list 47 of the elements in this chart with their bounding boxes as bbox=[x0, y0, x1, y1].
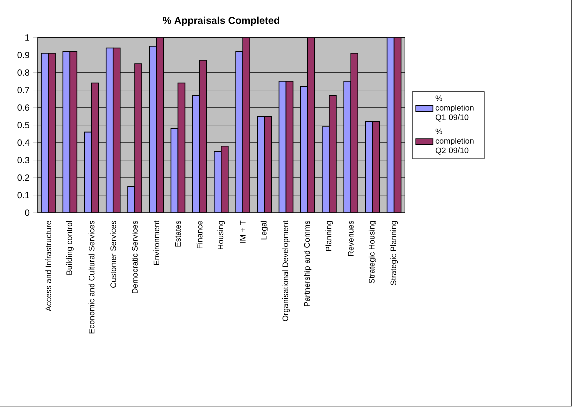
x-tick-label: Revenues bbox=[348, 221, 354, 256]
y-tick-label: 0.2 bbox=[18, 174, 30, 182]
bar bbox=[278, 81, 287, 214]
x-tick-label: Building control bbox=[66, 221, 74, 275]
x-tick-label: Democratic Services bbox=[132, 221, 138, 294]
x-tick-label: Customer Services bbox=[110, 221, 116, 288]
x-tick-label: Partnership and Comms bbox=[304, 221, 312, 307]
x-tick-label: Organisational Development bbox=[282, 220, 290, 322]
bar bbox=[91, 82, 100, 214]
x-tick-label: Environment bbox=[154, 220, 160, 266]
bar bbox=[178, 82, 186, 214]
x-tick-label: Finance bbox=[196, 221, 203, 249]
x-tick-label: Strategic Housing bbox=[368, 221, 376, 284]
bar bbox=[170, 128, 179, 214]
x-tick-label: Planning bbox=[326, 221, 334, 252]
legend-label: % completion Q2 09/10 bbox=[436, 128, 474, 156]
y-tick-label: 0 bbox=[25, 210, 30, 216]
bar bbox=[286, 81, 294, 214]
y-tick-label: 0.9 bbox=[18, 52, 30, 59]
bar bbox=[257, 116, 266, 214]
bar bbox=[62, 51, 71, 214]
bar bbox=[365, 122, 374, 214]
y-tick-label: 0.4 bbox=[18, 140, 30, 146]
y-tick-label: 0.1 bbox=[18, 192, 30, 199]
bar bbox=[386, 38, 395, 214]
x-tick-label: Strategic Planning bbox=[390, 221, 398, 286]
y-tick-label: 0.5 bbox=[18, 122, 30, 129]
bar bbox=[372, 122, 380, 214]
x-tick-label: Legal bbox=[260, 221, 268, 240]
x-tick-label: Housing bbox=[218, 221, 226, 250]
y-tick-label: 1 bbox=[26, 34, 30, 41]
legend-label: % completion Q1 09/10 bbox=[436, 96, 474, 122]
x-tick-label: Estates bbox=[175, 221, 182, 247]
y-tick-label: 0.3 bbox=[18, 157, 30, 164]
x-tick-label: IM + T bbox=[240, 221, 246, 243]
y-tick-label: 0.7 bbox=[18, 87, 30, 94]
chart-title: % Appraisals Completed bbox=[163, 16, 280, 26]
x-tick-label: Access and Infrastructure bbox=[46, 221, 52, 312]
bar bbox=[264, 116, 272, 214]
y-tick-label: 0.8 bbox=[18, 70, 30, 76]
bar bbox=[70, 51, 78, 214]
y-tick-label: 0.6 bbox=[18, 104, 30, 112]
bar bbox=[192, 95, 200, 214]
bar bbox=[84, 132, 92, 214]
bar bbox=[199, 60, 208, 214]
bar bbox=[394, 38, 402, 214]
x-tick-label: Economic and Cultural Services bbox=[88, 221, 95, 334]
